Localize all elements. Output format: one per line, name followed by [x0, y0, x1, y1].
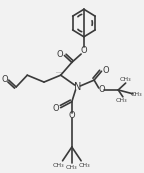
- Text: CH₃: CH₃: [120, 77, 131, 82]
- Text: N: N: [74, 82, 81, 92]
- Text: O: O: [81, 46, 87, 55]
- Text: O: O: [103, 66, 109, 75]
- Text: ····: ····: [56, 70, 64, 75]
- Text: O: O: [69, 111, 75, 120]
- Text: CH₃: CH₃: [131, 92, 143, 97]
- Text: CH₃: CH₃: [79, 163, 91, 168]
- Text: CH₃: CH₃: [66, 165, 78, 170]
- Text: O: O: [56, 50, 63, 59]
- Text: CH₃: CH₃: [115, 98, 127, 103]
- Text: O: O: [53, 104, 59, 113]
- Text: O: O: [2, 75, 8, 84]
- Text: O: O: [98, 85, 105, 94]
- Text: CH₃: CH₃: [53, 163, 65, 168]
